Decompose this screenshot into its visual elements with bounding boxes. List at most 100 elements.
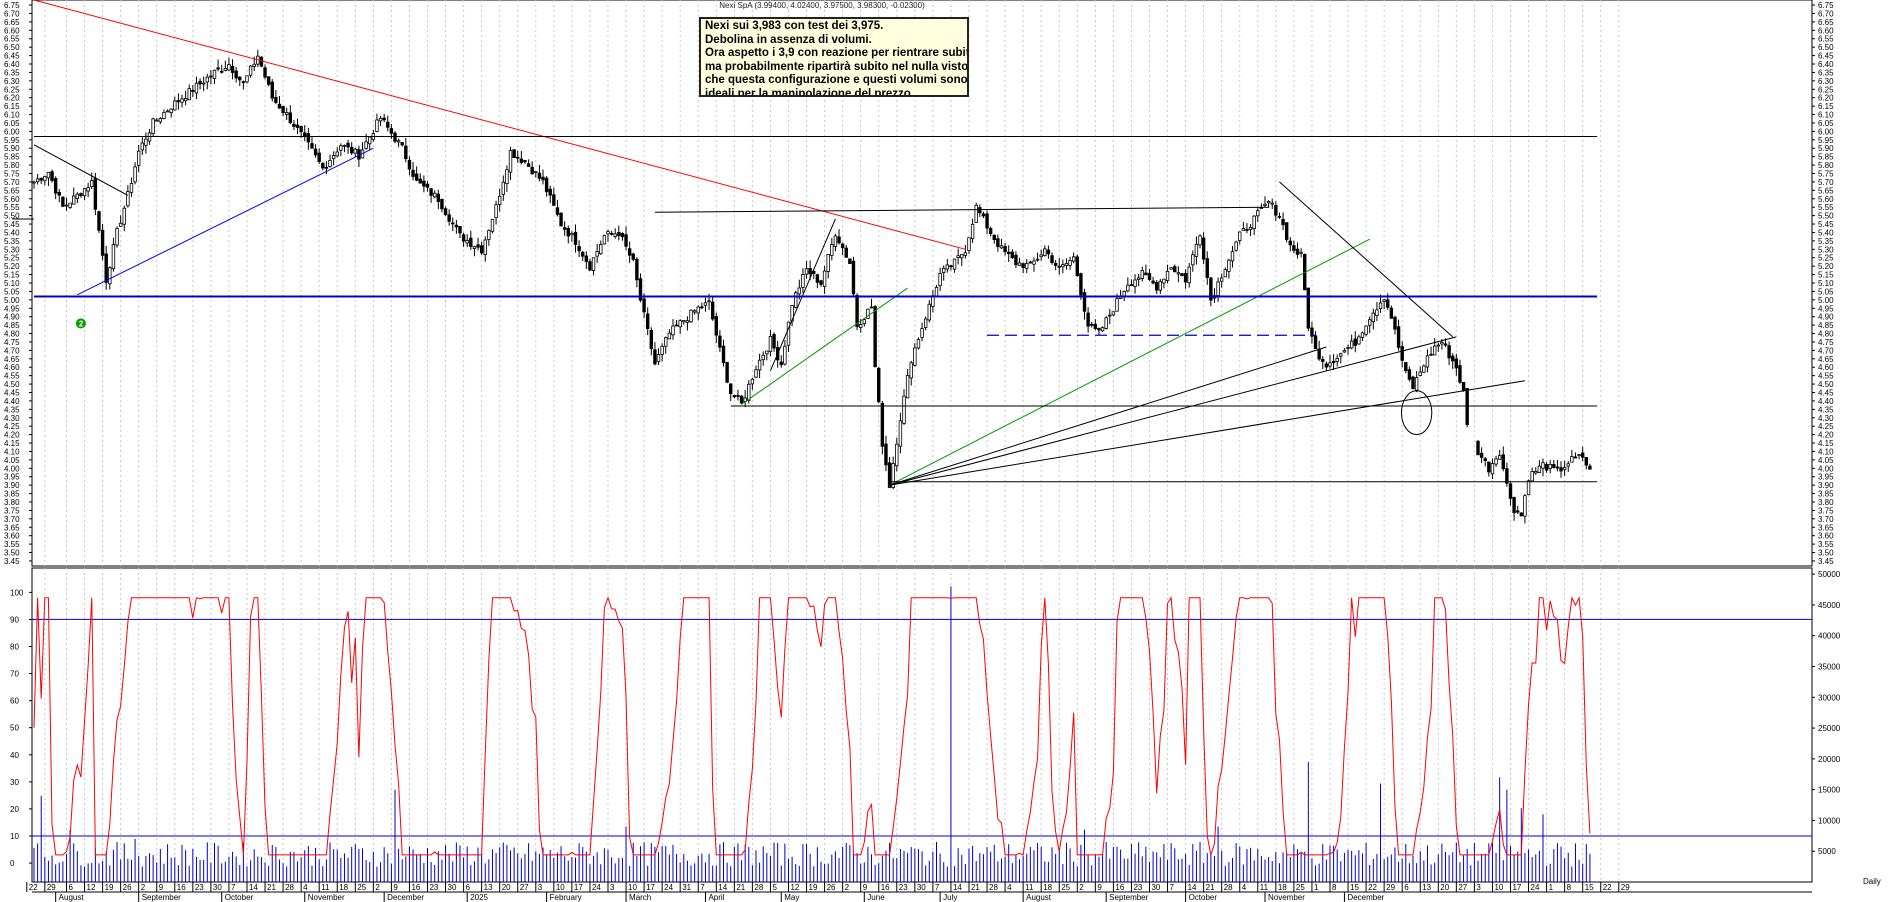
price-tick-label-left: 4.35 [4, 405, 20, 414]
candle-body [378, 117, 383, 122]
candle-body [1544, 464, 1549, 471]
price-tick-label-right: 3.45 [1818, 557, 1834, 566]
candle-body [1321, 359, 1325, 362]
candle-body [573, 231, 578, 245]
candle-body [981, 213, 986, 217]
candle-body [476, 244, 480, 248]
vertical-gridlines [44, 0, 1620, 882]
candle-body [284, 112, 289, 115]
candle-body [248, 65, 253, 76]
day-label: 31 [682, 883, 691, 892]
price-tick-label-left: 3.85 [4, 490, 20, 499]
candle-body [75, 193, 80, 199]
price-tick-label-right: 5.65 [1818, 186, 1834, 195]
candle-body [1357, 336, 1361, 345]
candle-body [862, 319, 866, 325]
candle-body [1219, 277, 1224, 282]
note-line: ideali per la manipolazione del prezzo. [705, 87, 914, 97]
candle-body [772, 334, 776, 349]
candle-body [1075, 256, 1079, 276]
price-tick-label-left: 3.90 [4, 481, 20, 490]
price-tick-label-left: 5.55 [4, 203, 20, 212]
note-line: Debolina in assenza di volumi. [705, 33, 872, 46]
day-label: 30 [917, 883, 926, 892]
price-tick-label-right: 3.95 [1818, 473, 1834, 482]
candle-body [1295, 248, 1300, 255]
candle-body [1245, 229, 1249, 231]
candle-body [581, 251, 585, 257]
candle-body [1064, 262, 1069, 266]
candle-body [1003, 246, 1007, 253]
candle-body [151, 118, 155, 134]
candle-body [1288, 240, 1292, 246]
candle-body [1144, 272, 1148, 276]
price-tick-label-right: 4.80 [1818, 330, 1834, 339]
day-label: 18 [1043, 883, 1052, 892]
candle-body [1111, 311, 1116, 316]
candle-body [1317, 348, 1321, 360]
price-tick-label-left: 4.55 [4, 372, 20, 381]
day-label: 4 [1007, 883, 1012, 892]
month-label: February [550, 893, 582, 902]
volume-tick-label: 40000 [1818, 632, 1841, 641]
candle-body [866, 308, 870, 319]
day-label: 2 [141, 883, 146, 892]
trendline [654, 206, 1269, 213]
price-tick-label-left: 5.40 [4, 228, 20, 237]
price-tick-label-right: 4.95 [1818, 304, 1834, 313]
candle-body [934, 286, 939, 297]
candle-body [848, 258, 852, 265]
candle-body [331, 155, 336, 160]
candle-body [158, 118, 163, 123]
candle-body [223, 68, 228, 71]
candle-body [245, 75, 249, 83]
candle-body [739, 395, 744, 404]
candle-body [57, 191, 61, 196]
candle-body [1389, 307, 1394, 319]
candle-body [274, 96, 278, 103]
candle-body [1180, 273, 1184, 277]
candle-body [1508, 483, 1513, 499]
candle-body [725, 362, 729, 383]
candle-body [346, 142, 350, 148]
candle-body [1025, 263, 1029, 269]
candle-body [411, 169, 415, 177]
candle-body [357, 149, 361, 160]
candle-body [837, 236, 841, 244]
candle-body [595, 251, 599, 257]
day-label: 18 [1278, 883, 1287, 892]
volume-tick-label: 20000 [1818, 755, 1841, 764]
candle-body [183, 98, 188, 102]
candle-body [443, 208, 448, 216]
day-label: 9 [393, 883, 398, 892]
candle-body [851, 260, 856, 295]
price-tick-label-right: 5.45 [1818, 220, 1834, 229]
price-tick-label-left: 4.70 [4, 346, 20, 355]
candle-body [779, 361, 783, 366]
price-tick-label-left: 6.60 [4, 26, 20, 35]
price-tick-label-right: 6.60 [1818, 26, 1834, 35]
candle-body [696, 306, 700, 314]
candle-body [1432, 345, 1437, 356]
candle-body [310, 143, 314, 149]
candle-body [902, 395, 906, 424]
oscillator-tick-label: 50 [10, 724, 19, 733]
month-label: September [1109, 893, 1148, 902]
candle-body [613, 233, 617, 237]
trendline [889, 238, 1370, 486]
candle-body [451, 222, 455, 225]
month-label: November [308, 893, 345, 902]
candle-body [263, 67, 267, 78]
month-label: June [867, 893, 885, 902]
candle-body [1068, 260, 1072, 266]
candle-body [144, 138, 148, 146]
candle-body [602, 235, 607, 245]
candle-body [97, 211, 101, 231]
price-tick-label-left: 4.15 [4, 439, 20, 448]
candle-body [674, 324, 679, 327]
day-label: 27 [520, 883, 529, 892]
day-label: 21 [267, 883, 276, 892]
price-tick-label-right: 6.75 [1818, 1, 1834, 10]
day-label: 22 [1368, 883, 1377, 892]
candle-body [458, 225, 462, 234]
